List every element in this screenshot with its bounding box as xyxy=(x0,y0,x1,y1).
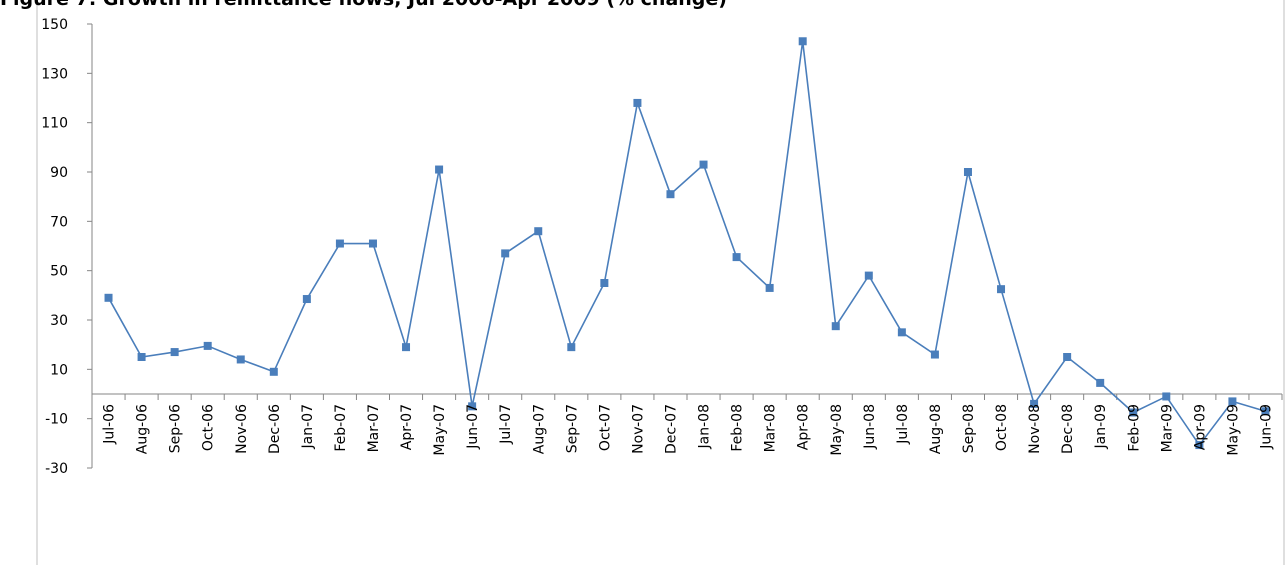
y-tick-label: 150 xyxy=(41,17,68,33)
data-point xyxy=(897,328,906,337)
data-point xyxy=(402,343,411,352)
x-tick-label: Aug-06 xyxy=(135,404,151,454)
data-point xyxy=(1228,397,1237,406)
data-point xyxy=(501,249,510,258)
data-point xyxy=(269,367,278,376)
x-tick-label: Jun-08 xyxy=(862,404,878,450)
x-tick-label: Mar-07 xyxy=(366,404,382,452)
y-tick-label: -10 xyxy=(45,412,68,428)
data-point xyxy=(302,295,311,304)
y-tick-label: 70 xyxy=(50,214,68,230)
x-tick-label: Dec-08 xyxy=(1060,404,1076,454)
data-line xyxy=(107,41,1266,447)
x-tick-label: Sep-07 xyxy=(564,404,580,453)
data-point xyxy=(765,283,774,292)
x-tick-label: Apr-08 xyxy=(796,404,812,450)
chart-frame xyxy=(36,0,1285,565)
x-tick-label: Apr-07 xyxy=(399,404,415,450)
x-tick-label: Jun-07 xyxy=(465,404,481,450)
data-point xyxy=(435,165,444,174)
x-tick-label: Oct-08 xyxy=(994,404,1010,451)
data-point xyxy=(732,253,741,262)
data-point xyxy=(236,355,245,364)
data-point xyxy=(930,350,939,359)
x-tick-label: Nov-06 xyxy=(234,404,250,454)
data-point xyxy=(963,168,972,176)
x-tick-label: Dec-06 xyxy=(267,404,283,454)
data-point xyxy=(137,353,146,361)
x-tick-label: Jan-09 xyxy=(1093,404,1109,449)
y-tick-label: 110 xyxy=(41,116,68,132)
y-tick-label: 130 xyxy=(41,66,68,82)
data-point xyxy=(1096,378,1105,387)
x-tick-label: Aug-08 xyxy=(928,404,944,454)
data-point xyxy=(335,239,344,248)
x-tick-label: Jul-08 xyxy=(895,404,911,445)
data-point xyxy=(600,279,609,287)
chart-title: Figure 7: Growth in remittance flows, Ju… xyxy=(0,0,727,10)
x-tick-label: Feb-07 xyxy=(333,404,349,452)
data-point xyxy=(170,348,179,357)
data-point xyxy=(666,190,675,199)
y-tick-label: -30 xyxy=(45,461,68,477)
x-tick-label: May-08 xyxy=(829,404,845,456)
data-point xyxy=(633,98,642,107)
data-point xyxy=(997,285,1006,294)
data-point xyxy=(368,239,377,248)
data-point xyxy=(831,322,840,331)
data-point xyxy=(1030,399,1039,408)
data-point xyxy=(1063,353,1072,361)
data-point xyxy=(203,341,212,350)
x-tick-label: Nov-07 xyxy=(630,404,646,454)
data-point xyxy=(534,227,543,236)
x-tick-label: Feb-08 xyxy=(730,404,746,452)
data-point xyxy=(1162,392,1171,401)
data-point xyxy=(468,402,477,411)
x-tick-label: Apr-09 xyxy=(1192,404,1208,450)
x-tick-label: Mar-09 xyxy=(1159,404,1175,452)
x-tick-label: Jul-07 xyxy=(498,404,514,445)
x-tick-label: May-09 xyxy=(1225,404,1241,456)
y-tick-label: 30 xyxy=(50,313,68,329)
data-point xyxy=(864,271,873,280)
x-tick-label: Jan-08 xyxy=(697,404,713,449)
x-tick-label: Jun-09 xyxy=(1258,404,1274,450)
data-point xyxy=(104,293,113,302)
x-tick-label: Sep-08 xyxy=(961,404,977,453)
x-tick-label: Dec-07 xyxy=(663,404,679,454)
data-point xyxy=(798,37,807,46)
x-tick-label: May-07 xyxy=(432,404,448,456)
x-tick-label: Nov-08 xyxy=(1027,404,1043,454)
x-tick-label: Aug-07 xyxy=(531,404,547,454)
data-point xyxy=(1261,407,1270,416)
data-point xyxy=(567,343,576,352)
x-tick-label: Oct-06 xyxy=(201,404,217,451)
x-tick-label: Mar-08 xyxy=(763,404,779,452)
x-tick-label: Sep-06 xyxy=(168,404,184,453)
data-point xyxy=(1195,441,1204,450)
y-tick-label: 50 xyxy=(50,264,68,280)
data-point xyxy=(1129,408,1138,417)
x-tick-label: Jan-07 xyxy=(300,404,316,449)
x-tick-label: Oct-07 xyxy=(597,404,613,451)
data-point xyxy=(699,160,708,169)
y-tick-label: 10 xyxy=(50,362,68,378)
x-tick-label: Jul-06 xyxy=(102,404,118,445)
x-tick-label: Feb-09 xyxy=(1126,404,1142,452)
y-tick-label: 90 xyxy=(50,165,68,181)
